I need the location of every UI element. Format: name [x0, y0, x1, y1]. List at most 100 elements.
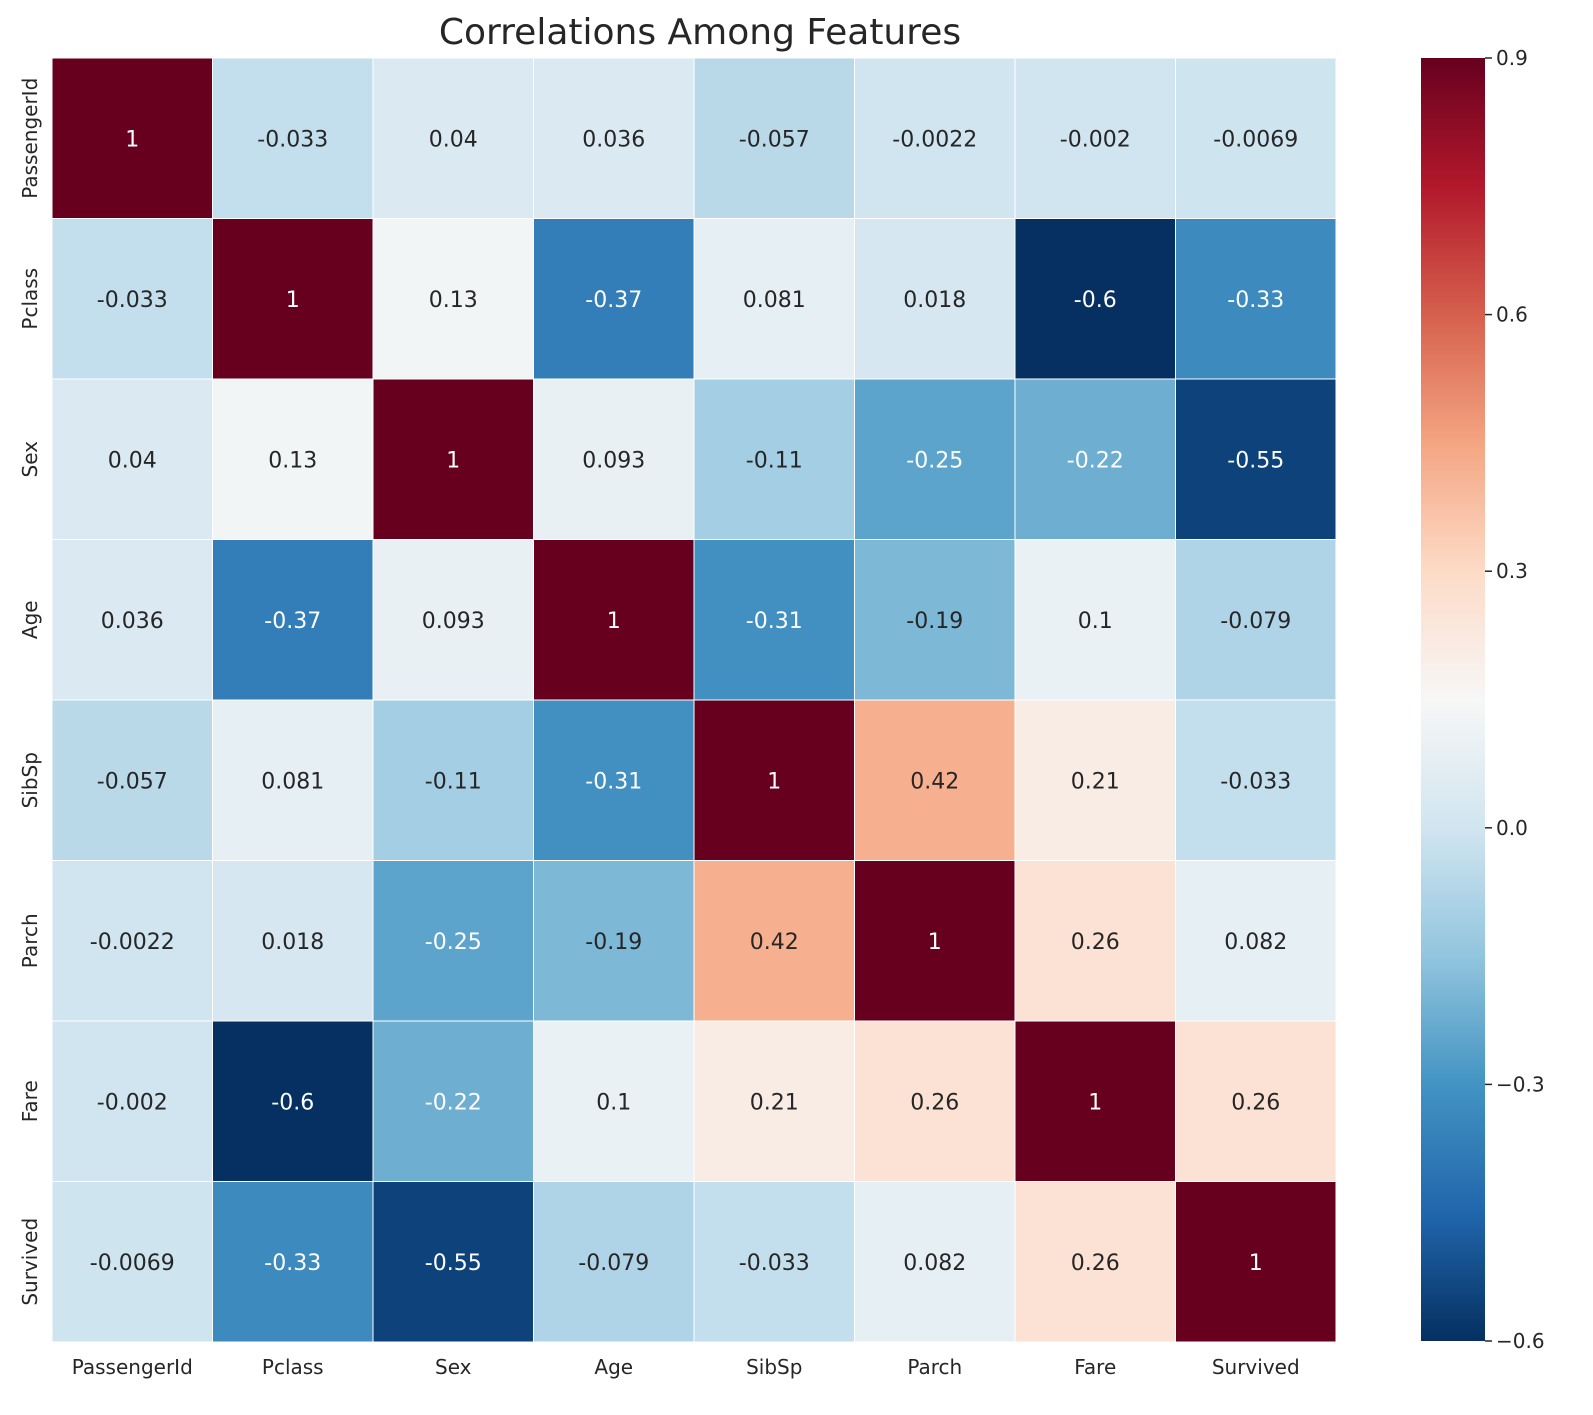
heatmap-cell: [533, 57, 695, 219]
row-tick-label: Sex: [18, 441, 42, 478]
heatmap-cell: [372, 57, 534, 219]
heatmap-cell: [693, 57, 855, 219]
cell-value-label: -0.0022: [892, 127, 977, 152]
cell-value-label: 1: [1249, 1251, 1263, 1276]
row-tick-label: SibSp: [18, 752, 42, 808]
heatmap-cell: [533, 699, 695, 861]
heatmap-cell: [533, 378, 695, 540]
row-tick-label: Pclass: [18, 268, 42, 330]
cell-value-label: 1: [286, 288, 300, 313]
heatmap-cell: [1175, 1020, 1337, 1182]
column-tick-label: Parch: [907, 1355, 962, 1379]
colorbar: 0.9 0.6 0.3 0.0 −0.3 −0.6: [1421, 46, 1545, 1353]
row-tick-label: Age: [18, 600, 42, 639]
cell-value-label: -0.25: [425, 930, 482, 955]
cell-value-label: 0.093: [582, 448, 645, 473]
row-tick-label: PassengerId: [18, 78, 42, 199]
heatmap-cell: [1175, 860, 1337, 1022]
heatmap-cell: [51, 539, 213, 701]
heatmap-cell: [1175, 378, 1337, 540]
cell-value-label: -0.057: [739, 127, 810, 152]
heatmap-cell: [854, 860, 1016, 1022]
heatmap-cell: [1014, 378, 1176, 540]
heatmap-cell: [854, 218, 1016, 380]
cell-value-label: 0.13: [268, 448, 317, 473]
heatmap-cell: [51, 378, 213, 540]
cell-value-label: 0.082: [1224, 930, 1287, 955]
cell-value-label: 0.082: [903, 1251, 966, 1276]
heatmap-cell: [533, 218, 695, 380]
column-tick-label: Sex: [435, 1355, 472, 1379]
heatmap-cell: [693, 378, 855, 540]
row-labels: PassengerId Pclass Sex Age SibSp Parch Fare Sur…: [18, 78, 42, 1306]
cell-value-label: -0.31: [746, 609, 803, 634]
cell-value-label: -0.033: [97, 288, 168, 313]
heatmap-cell: [212, 860, 374, 1022]
heatmap-cell: [1175, 699, 1337, 861]
heatmap-cell: [212, 539, 374, 701]
column-tick-label: Age: [594, 1355, 633, 1379]
row-tick-label: Fare: [18, 1080, 42, 1122]
heatmap-cell: [212, 57, 374, 219]
cell-value-label: -0.0022: [90, 930, 175, 955]
cell-value-label: 0.26: [1071, 1251, 1120, 1276]
heatmap-cell: [51, 1020, 213, 1182]
cell-value-label: -0.55: [425, 1251, 482, 1276]
heatmap-cell: [854, 1181, 1016, 1343]
column-tick-label: Survived: [1212, 1355, 1300, 1379]
cell-value-label: -0.22: [425, 1090, 482, 1115]
cell-value-label: -0.33: [264, 1251, 321, 1276]
cell-value-label: 0.04: [108, 448, 157, 473]
colorbar-tick-label: 0.0: [1496, 816, 1528, 840]
heatmap-cell: [854, 57, 1016, 219]
cell-value-label: 1: [928, 930, 942, 955]
cell-value-label: 0.26: [1231, 1090, 1280, 1115]
heatmap-cell: [1175, 1181, 1337, 1343]
cell-value-label: 0.036: [582, 127, 645, 152]
heatmap-cell: [1014, 860, 1176, 1022]
heatmap-cell: [1014, 539, 1176, 701]
heatmap-cell: [1014, 218, 1176, 380]
heatmap-cell: [212, 218, 374, 380]
cell-value-label: 0.26: [910, 1090, 959, 1115]
cell-value-label: 0.42: [750, 930, 799, 955]
heatmap-cell: [51, 1181, 213, 1343]
cell-value-label: -0.002: [97, 1090, 168, 1115]
cell-value-label: -0.19: [906, 609, 963, 634]
cell-value-label: 0.04: [429, 127, 478, 152]
cell-value-label: 0.1: [596, 1090, 631, 1115]
cell-value-label: -0.033: [257, 127, 328, 152]
heatmap-cell: [372, 860, 534, 1022]
cell-value-label: 0.21: [1071, 769, 1120, 794]
heatmap-cell: [854, 1020, 1016, 1182]
column-tick-label: Fare: [1074, 1355, 1116, 1379]
heatmap-cell: [693, 699, 855, 861]
heatmap-cell: [854, 378, 1016, 540]
cell-value-label: -0.25: [906, 448, 963, 473]
heatmap-cell: [372, 699, 534, 861]
colorbar-gradient: [1421, 58, 1485, 1341]
cell-value-label: -0.033: [739, 1251, 810, 1276]
cell-value-label: -0.37: [264, 609, 321, 634]
column-tick-label: PassengerId: [72, 1355, 193, 1379]
cell-value-label: 0.018: [903, 288, 966, 313]
heatmap-cell: [693, 1020, 855, 1182]
cell-value-label: -0.33: [1227, 288, 1284, 313]
cell-value-label: 1: [446, 448, 460, 473]
heatmap-cell: [212, 1181, 374, 1343]
cell-value-label: -0.079: [1220, 609, 1291, 634]
heatmap-cells: 1 -0.033 0.04 0.036 -0.057 -0.0022 -0.002 -0.00…: [51, 57, 1337, 1343]
heatmap-cell: [533, 860, 695, 1022]
heatmap-cell: [693, 1181, 855, 1343]
colorbar-tick-label: −0.3: [1496, 1072, 1545, 1096]
row-tick-label: Parch: [18, 913, 42, 968]
cell-value-label: -0.033: [1220, 769, 1291, 794]
cell-value-label: -0.6: [1074, 288, 1117, 313]
heatmap-cell: [372, 1181, 534, 1343]
cell-value-label: 0.21: [750, 1090, 799, 1115]
cell-value-label: -0.22: [1067, 448, 1124, 473]
colorbar-tick-label: 0.9: [1496, 46, 1528, 70]
heatmap-cell: [51, 57, 213, 219]
heatmap-cell: [1014, 57, 1176, 219]
